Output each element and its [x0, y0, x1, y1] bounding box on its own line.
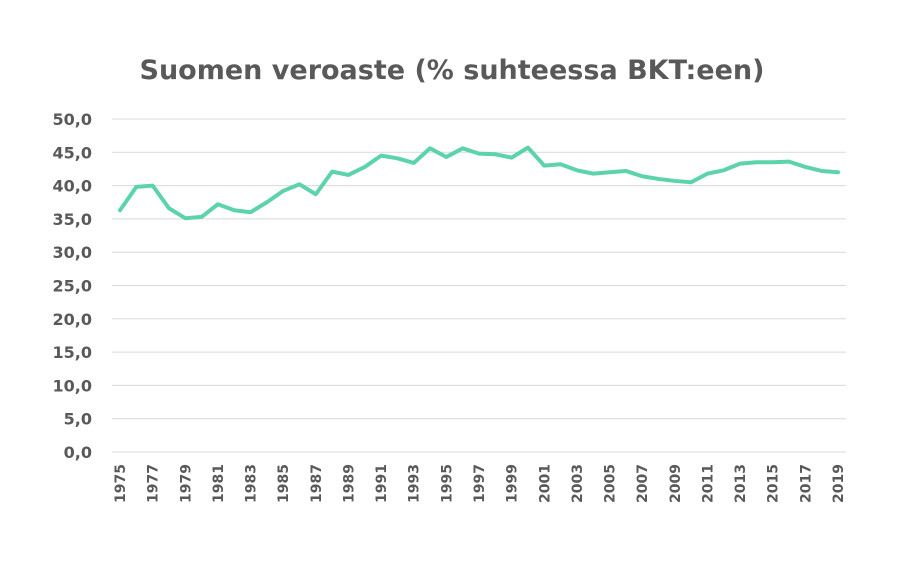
x-tick-label: 1985	[276, 464, 292, 503]
x-tick-label: 1993	[407, 464, 423, 503]
y-tick-label: 35,0	[53, 210, 92, 229]
x-tick-label: 1995	[439, 464, 455, 503]
y-tick-label: 45,0	[53, 143, 92, 162]
x-tick-label: 1997	[472, 464, 488, 503]
chart-title: Suomen veroaste (% suhteessa BKT:een)	[140, 55, 765, 86]
x-tick-label: 1975	[113, 464, 129, 503]
y-tick-label: 0,0	[64, 443, 92, 462]
series-line	[118, 145, 840, 221]
x-tick-label: 2007	[635, 464, 651, 503]
x-tick-label: 1987	[309, 464, 325, 503]
x-tick-label: 2005	[603, 464, 619, 503]
x-tick-label: 2003	[570, 464, 586, 503]
y-tick-label: 40,0	[53, 177, 92, 196]
y-tick-label: 5,0	[64, 410, 92, 429]
x-tick-label: 2017	[798, 464, 814, 503]
x-tick-label: 1981	[211, 464, 227, 503]
x-tick-label: 1989	[341, 464, 357, 503]
x-axis-ticks: 1975 1977 1979 1981 1983 1985 1987 1989 1991 1993…	[113, 464, 847, 503]
grid-lines	[112, 118, 846, 453]
y-tick-label: 50,0	[53, 110, 92, 129]
x-tick-label: 2001	[537, 464, 553, 503]
x-tick-label: 1999	[505, 464, 521, 503]
x-tick-label: 1991	[374, 464, 390, 503]
y-tick-label: 20,0	[53, 310, 92, 329]
x-tick-label: 2013	[733, 464, 749, 503]
series-layer	[118, 145, 840, 221]
x-tick-label: 2015	[766, 464, 782, 503]
x-tick-label: 1977	[146, 464, 162, 503]
x-tick-label: 2019	[831, 464, 847, 503]
y-tick-label: 25,0	[53, 277, 92, 296]
x-tick-label: 2009	[668, 464, 684, 503]
x-tick-label: 1983	[244, 464, 260, 503]
y-tick-label: 10,0	[53, 376, 92, 395]
x-tick-label: 1979	[178, 464, 194, 503]
y-tick-label: 30,0	[53, 243, 92, 262]
y-tick-label: 15,0	[53, 343, 92, 362]
x-tick-label: 2011	[700, 464, 716, 503]
y-axis-ticks: 0,0 5,0 10,0 15,0 20,0 25,0 30,0 35,0 40,0 45,0 50…	[53, 110, 92, 462]
